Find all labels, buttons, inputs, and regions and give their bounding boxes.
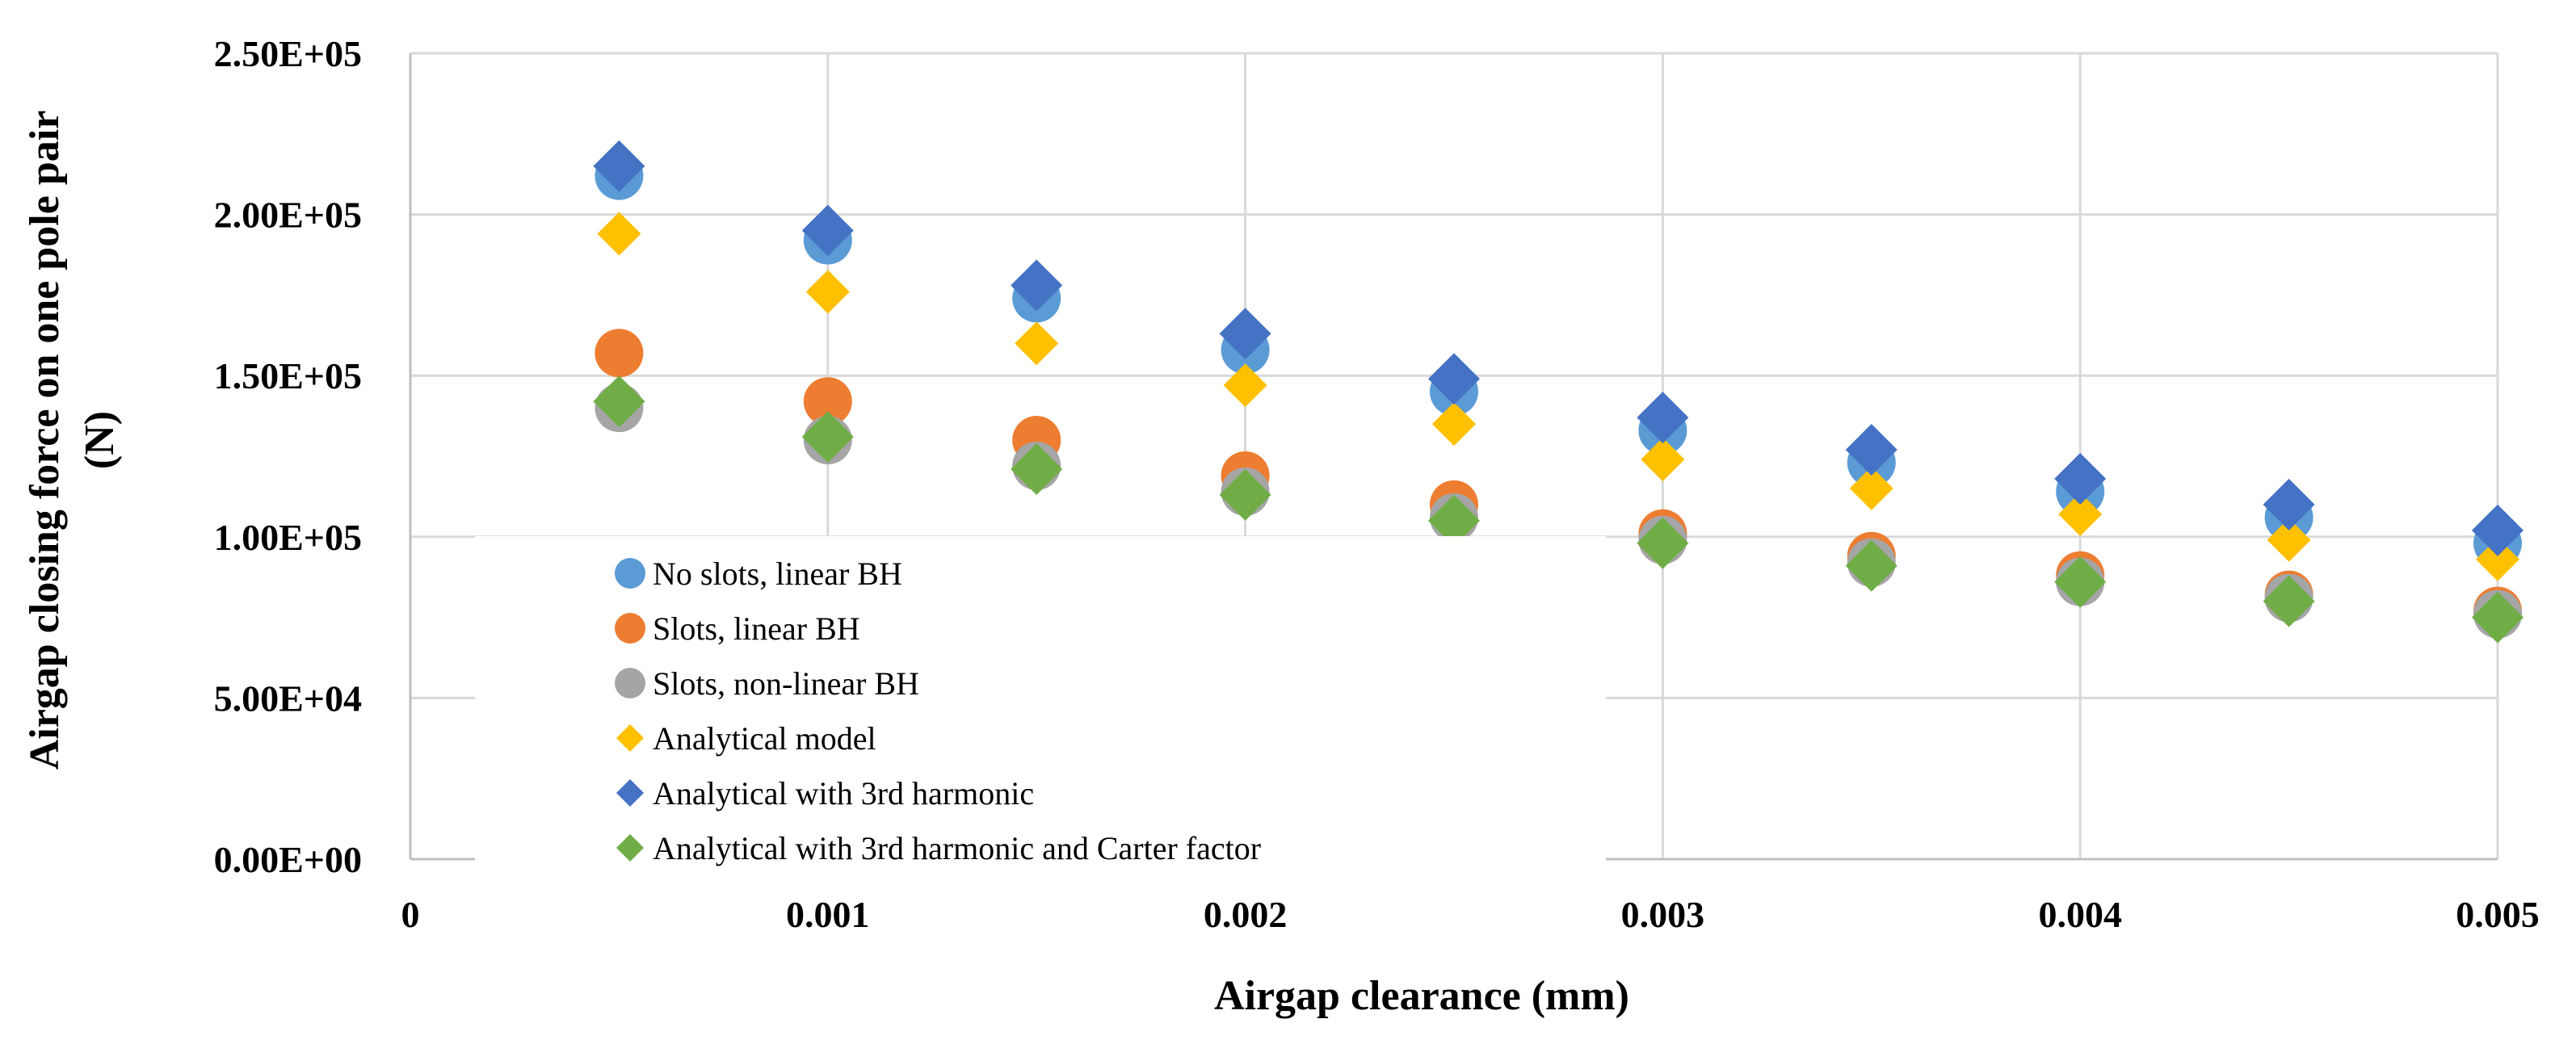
y-tick-label: 1.00E+05 bbox=[214, 517, 362, 558]
legend-item: Analytical with 3rd harmonic and Carter … bbox=[616, 830, 1261, 866]
legend-label: No slots, linear BH bbox=[653, 556, 902, 592]
legend-label: Analytical model bbox=[653, 720, 876, 757]
data-point bbox=[1845, 424, 1897, 476]
data-point bbox=[1428, 494, 1480, 547]
legend-item: No slots, linear BH bbox=[615, 556, 902, 592]
data-point bbox=[2476, 537, 2519, 581]
x-axis-title: Airgap clearance (mm) bbox=[1214, 973, 1629, 1019]
legend-marker bbox=[616, 724, 644, 752]
y-tick-label: 2.50E+05 bbox=[214, 33, 362, 74]
data-point bbox=[1011, 259, 1063, 312]
x-tick-label: 0.002 bbox=[1204, 894, 1288, 935]
data-point bbox=[1223, 363, 1267, 408]
data-point bbox=[1637, 392, 1689, 444]
data-point bbox=[1011, 442, 1063, 495]
legend-marker bbox=[615, 558, 645, 589]
legend: No slots, linear BH Slots, linear BH Slots… bbox=[475, 536, 1606, 870]
y-tick-label: 0.00E+00 bbox=[214, 839, 362, 880]
x-tick-label: 0.001 bbox=[786, 894, 870, 935]
data-point bbox=[2058, 492, 2103, 536]
data-point bbox=[2263, 575, 2315, 627]
legend-item: Analytical with 3rd harmonic bbox=[616, 775, 1034, 811]
y-axis-title-line2: (N) bbox=[77, 411, 123, 469]
data-point bbox=[1637, 517, 1689, 569]
data-point bbox=[1219, 468, 1271, 521]
data-point bbox=[801, 411, 854, 463]
data-point bbox=[1641, 437, 1685, 481]
legend-marker bbox=[616, 834, 644, 862]
data-point bbox=[801, 204, 854, 257]
data-point bbox=[1219, 308, 1271, 360]
y-tick-label: 2.00E+05 bbox=[214, 195, 362, 236]
data-point bbox=[1432, 402, 1476, 447]
series-analytical-model bbox=[597, 212, 2519, 581]
data-point bbox=[2054, 452, 2107, 505]
data-point bbox=[805, 270, 850, 314]
legend-marker bbox=[615, 668, 645, 698]
data-point bbox=[2263, 478, 2315, 530]
legend-item: Slots, non-linear BH bbox=[615, 665, 919, 702]
x-tick-label: 0.003 bbox=[1621, 894, 1705, 935]
data-point bbox=[1015, 321, 1059, 366]
x-tick-label: 0 bbox=[401, 894, 420, 935]
legend-label: Analytical with 3rd harmonic bbox=[653, 775, 1034, 811]
data-point bbox=[1849, 466, 1893, 510]
legend-background bbox=[475, 536, 1606, 870]
data-point bbox=[593, 375, 645, 428]
series-analytical-with-3rd-harmonic bbox=[593, 140, 2523, 556]
data-point bbox=[1428, 353, 1480, 405]
y-tick-labels: 0.00E+00 5.00E+04 1.00E+05 1.50E+05 2.00E+05… bbox=[214, 33, 362, 880]
legend-marker bbox=[615, 613, 645, 644]
data-point bbox=[2054, 556, 2107, 608]
data-point bbox=[2472, 504, 2523, 556]
data-point bbox=[2472, 591, 2523, 644]
y-tick-label: 5.00E+04 bbox=[214, 677, 362, 719]
data-point bbox=[803, 377, 852, 426]
legend-label: Analytical with 3rd harmonic and Carter … bbox=[653, 830, 1261, 866]
y-axis-title-line1: Airgap closing force on one pole pair bbox=[22, 111, 68, 770]
x-tick-label: 0.005 bbox=[2456, 894, 2540, 935]
data-point bbox=[1845, 539, 1897, 592]
legend-label: Slots, linear BH bbox=[653, 610, 860, 647]
legend-item: Analytical model bbox=[616, 720, 876, 757]
legend-item: Slots, linear BH bbox=[615, 610, 860, 647]
x-tick-labels: 0 0.001 0.002 0.003 0.004 0.005 bbox=[401, 894, 2540, 935]
data-markers bbox=[593, 140, 2523, 644]
data-point bbox=[597, 212, 641, 256]
data-point bbox=[595, 329, 644, 378]
y-tick-label: 1.50E+05 bbox=[214, 355, 362, 396]
series-analytical-with-3rd-harmonic-and-carter-factor bbox=[593, 375, 2523, 644]
x-tick-label: 0.004 bbox=[2038, 894, 2122, 935]
legend-label: Slots, non-linear BH bbox=[653, 665, 919, 702]
data-point bbox=[2267, 518, 2311, 562]
legend-marker bbox=[616, 779, 644, 807]
data-point bbox=[593, 140, 645, 192]
